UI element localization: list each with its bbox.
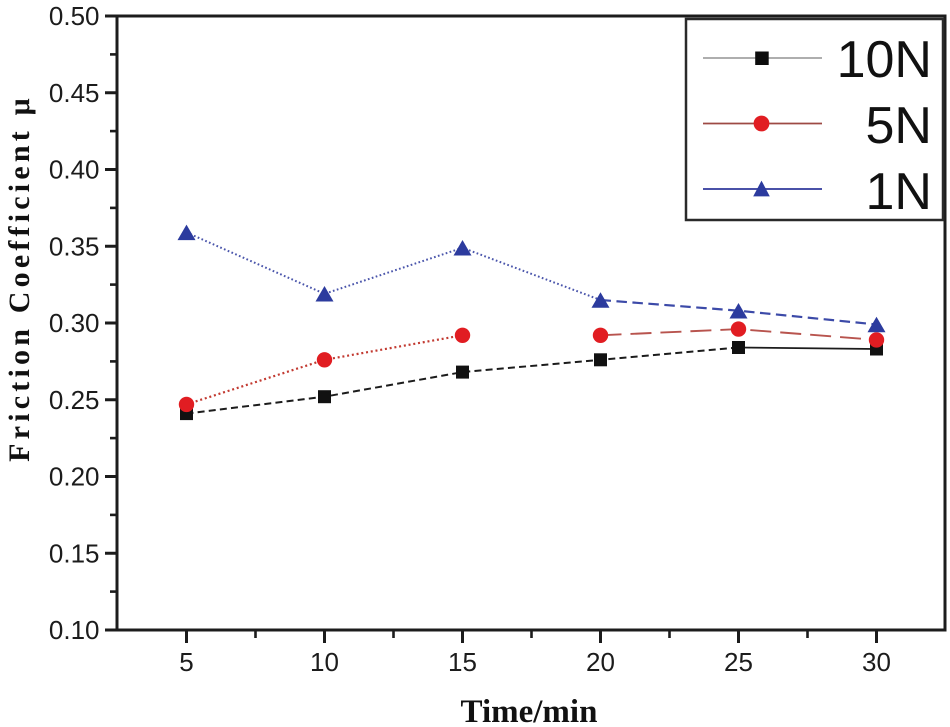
svg-text:0.10: 0.10 [49,615,100,645]
svg-text:5: 5 [179,647,193,677]
svg-text:Time/min: Time/min [461,694,598,727]
svg-text:30: 30 [862,647,891,677]
svg-text:0.40: 0.40 [49,155,100,185]
svg-text:Friction Coefficient μ: Friction Coefficient μ [3,94,36,462]
svg-text:25: 25 [724,647,753,677]
svg-text:0.30: 0.30 [49,308,100,338]
svg-text:0.15: 0.15 [49,538,100,568]
svg-text:10: 10 [310,647,339,677]
svg-text:0.35: 0.35 [49,231,100,261]
svg-text:0.45: 0.45 [49,78,100,108]
svg-text:0.50: 0.50 [49,1,100,31]
svg-text:1N: 1N [866,163,932,221]
svg-text:0.20: 0.20 [49,462,100,492]
svg-text:15: 15 [448,647,477,677]
svg-text:0.25: 0.25 [49,385,100,415]
svg-text:10N: 10N [837,31,932,89]
svg-text:20: 20 [586,647,615,677]
svg-text:5N: 5N [866,97,932,155]
